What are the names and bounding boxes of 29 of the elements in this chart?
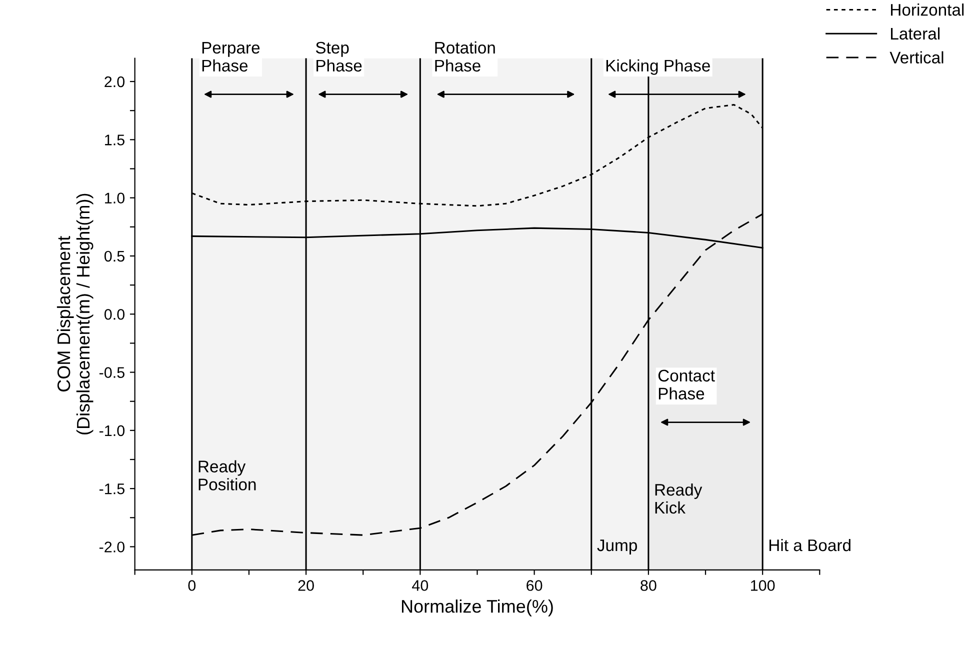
x-tick-label: 60 [526,580,542,591]
legend-label: Vertical [890,51,944,64]
y-tick-label: 1.0 [105,192,125,204]
annotation: Ready Position [198,460,256,490]
y-tick-label: 1.5 [105,134,124,146]
x-tick-label: 20 [298,580,314,591]
legend-label: Horizontal [891,4,964,16]
y-tick-label: -2.0 [99,542,125,552]
y-tick-label: 0.5 [104,250,124,262]
y-tick-label: 0.0 [104,308,125,320]
band-label: Rotation Phase [435,41,495,72]
y-tick-label: -1.5 [99,484,124,494]
x-tick-label: 100 [751,580,775,591]
x-tick-label: 0 [188,580,196,591]
x-axis-title: Normalize Time(%) [402,600,553,616]
annotation: Ready Kick [655,483,702,514]
band-label: Contact Phase [658,370,715,400]
x-tick-label: 40 [412,580,428,591]
annotation: Hit a Board [770,538,850,552]
y-axis-title: COM Displacement (Displacement(m) / Height(m)) [56,194,94,434]
band-label: Step Phase [316,42,362,72]
legend-label: Lateral [891,27,940,40]
x-tick-label: 80 [640,580,656,591]
y-tick-label: -1.0 [99,425,125,436]
band-label: Perpare Phase [202,42,260,72]
band-label: Kicking Phase [606,59,710,75]
y-tick-label: -0.5 [99,367,124,378]
annotation: Jump [597,540,637,554]
y-tick-label: 2.0 [104,76,125,88]
